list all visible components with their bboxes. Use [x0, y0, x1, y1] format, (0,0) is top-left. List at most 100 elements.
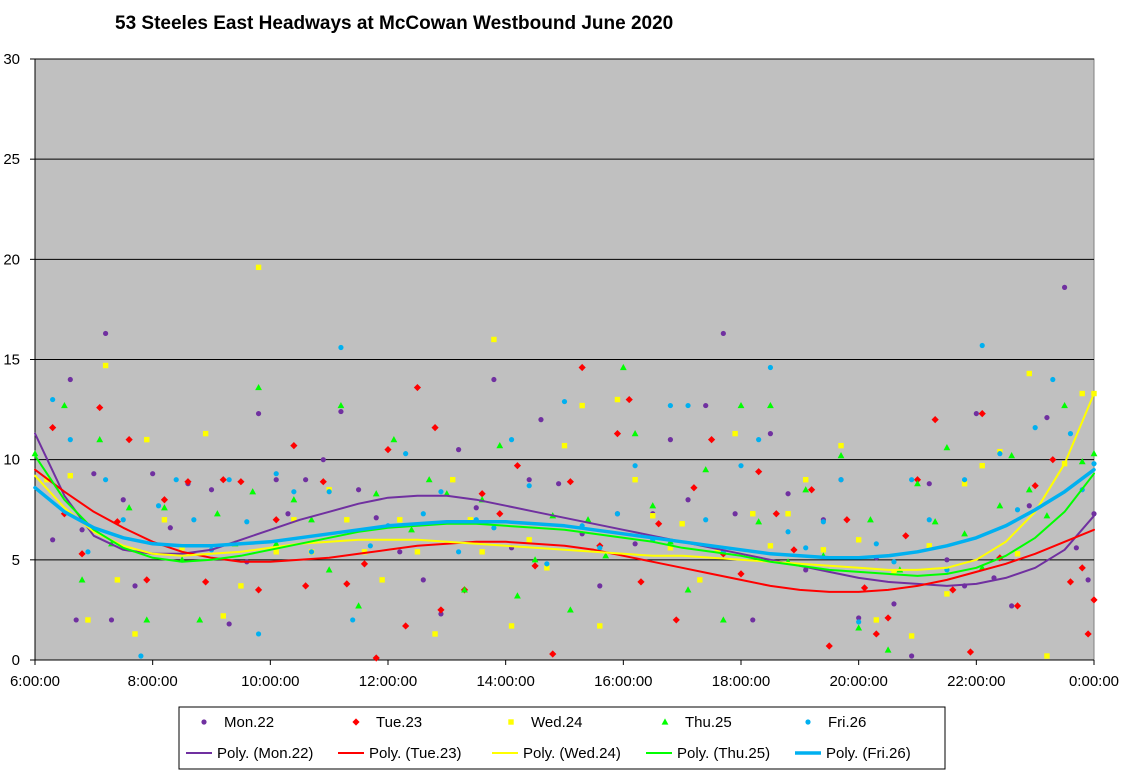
data-point — [184, 478, 192, 486]
legend-label: Poly. (Mon.22) — [217, 745, 313, 762]
trendline — [34, 432, 1095, 587]
data-point — [291, 517, 297, 523]
data-point — [496, 442, 504, 449]
data-point — [161, 517, 168, 523]
data-point — [508, 437, 515, 443]
data-point — [632, 541, 638, 547]
y-tick-label: 5 — [12, 552, 20, 569]
data-point — [913, 476, 922, 484]
data-point — [143, 576, 151, 584]
legend-label: Fri.26 — [828, 714, 866, 731]
data-point — [1078, 458, 1086, 465]
data-point — [255, 631, 262, 637]
data-point — [373, 515, 379, 521]
data-point — [303, 477, 309, 483]
data-point — [367, 543, 373, 549]
trendlines — [33, 392, 1096, 593]
data-point — [397, 517, 403, 523]
data-point — [437, 606, 445, 614]
legend-label: Mon.22 — [224, 714, 274, 731]
data-point — [414, 549, 421, 555]
data-point — [978, 409, 986, 418]
data-point — [720, 330, 726, 337]
data-point — [561, 442, 568, 449]
data-point — [996, 502, 1004, 509]
data-point — [767, 401, 774, 409]
data-point — [556, 481, 562, 487]
data-point — [672, 616, 680, 624]
data-point — [384, 446, 392, 454]
data-point — [820, 519, 826, 525]
data-point — [408, 526, 415, 533]
data-point — [473, 505, 479, 511]
data-point — [79, 527, 85, 533]
data-point — [961, 481, 968, 487]
data-point — [855, 624, 863, 631]
data-point — [650, 513, 656, 519]
data-point — [138, 653, 144, 659]
data-point — [508, 623, 515, 629]
data-point — [1066, 578, 1075, 586]
data-point — [1050, 376, 1056, 383]
data-point — [325, 566, 333, 573]
y-tick-label: 15 — [3, 352, 20, 369]
data-point — [584, 516, 592, 523]
x-tick-label: 18:00:00 — [712, 673, 770, 690]
data-point — [272, 540, 280, 547]
data-point — [478, 490, 486, 498]
legend-marker — [352, 718, 360, 726]
data-point — [461, 586, 468, 593]
data-point — [179, 545, 185, 551]
data-point — [113, 518, 121, 526]
data-point — [213, 510, 221, 517]
legend-label: Poly. (Wed.24) — [523, 745, 621, 762]
legend-marker — [508, 719, 514, 725]
data-point — [579, 402, 585, 409]
data-point — [679, 521, 685, 527]
data-point — [685, 497, 691, 503]
data-point — [538, 417, 544, 423]
data-point — [496, 510, 504, 518]
data-point — [961, 477, 968, 483]
legend: Mon.22 Tue.23 Wed.24 Thu.25 Fri.26 Poly. (Mon… — [178, 706, 946, 770]
data-point — [667, 437, 674, 443]
data-point — [1031, 482, 1039, 490]
data-point — [49, 424, 57, 432]
data-point — [320, 457, 326, 463]
data-point — [625, 395, 633, 404]
data-point — [1085, 577, 1091, 583]
data-point — [326, 489, 332, 495]
data-point — [544, 565, 550, 571]
trendline — [34, 454, 1095, 577]
data-point — [450, 477, 456, 483]
data-point — [785, 491, 791, 497]
x-tick-label: 0:00:00 — [1069, 673, 1119, 690]
data-point — [144, 436, 150, 443]
data-point — [355, 602, 362, 609]
data-point — [637, 578, 645, 586]
data-point — [1044, 653, 1050, 659]
data-point — [420, 577, 426, 583]
data-point — [908, 633, 915, 639]
data-point — [613, 430, 622, 438]
data-point — [513, 462, 522, 470]
series-mon-22 — [50, 284, 1097, 659]
data-point — [291, 489, 297, 495]
data-point — [285, 511, 291, 517]
data-point — [338, 344, 344, 351]
data-point — [1067, 431, 1074, 437]
data-point — [578, 363, 586, 372]
data-point — [526, 537, 532, 543]
data-point — [873, 541, 879, 547]
y-tick-label: 0 — [12, 652, 20, 669]
data-point — [703, 402, 709, 409]
data-point — [103, 330, 109, 337]
data-point — [208, 487, 215, 493]
data-point — [756, 437, 762, 443]
data-point — [843, 516, 851, 524]
data-point — [167, 525, 173, 531]
data-point — [425, 476, 433, 483]
data-point — [456, 447, 462, 453]
data-point — [361, 549, 368, 555]
